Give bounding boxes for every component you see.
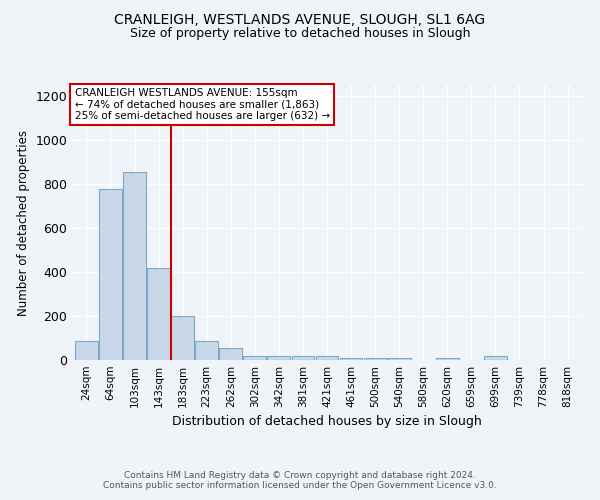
Text: Size of property relative to detached houses in Slough: Size of property relative to detached ho… — [130, 28, 470, 40]
Bar — [388, 358, 410, 360]
Bar — [484, 356, 507, 360]
X-axis label: Distribution of detached houses by size in Slough: Distribution of detached houses by size … — [172, 416, 482, 428]
Bar — [244, 356, 266, 360]
Bar — [436, 358, 459, 360]
Bar — [364, 358, 386, 360]
Bar — [123, 172, 146, 360]
Bar — [99, 190, 122, 360]
Bar — [147, 268, 170, 360]
Bar — [220, 348, 242, 360]
Y-axis label: Number of detached properties: Number of detached properties — [17, 130, 30, 316]
Text: Contains HM Land Registry data © Crown copyright and database right 2024.
Contai: Contains HM Land Registry data © Crown c… — [103, 470, 497, 490]
Bar — [268, 356, 290, 360]
Bar — [340, 358, 362, 360]
Text: CRANLEIGH, WESTLANDS AVENUE, SLOUGH, SL1 6AG: CRANLEIGH, WESTLANDS AVENUE, SLOUGH, SL1… — [115, 12, 485, 26]
Bar — [171, 316, 194, 360]
Bar — [75, 340, 98, 360]
Bar — [292, 356, 314, 360]
Bar — [316, 356, 338, 360]
Bar — [195, 340, 218, 360]
Text: CRANLEIGH WESTLANDS AVENUE: 155sqm
← 74% of detached houses are smaller (1,863)
: CRANLEIGH WESTLANDS AVENUE: 155sqm ← 74%… — [74, 88, 329, 121]
